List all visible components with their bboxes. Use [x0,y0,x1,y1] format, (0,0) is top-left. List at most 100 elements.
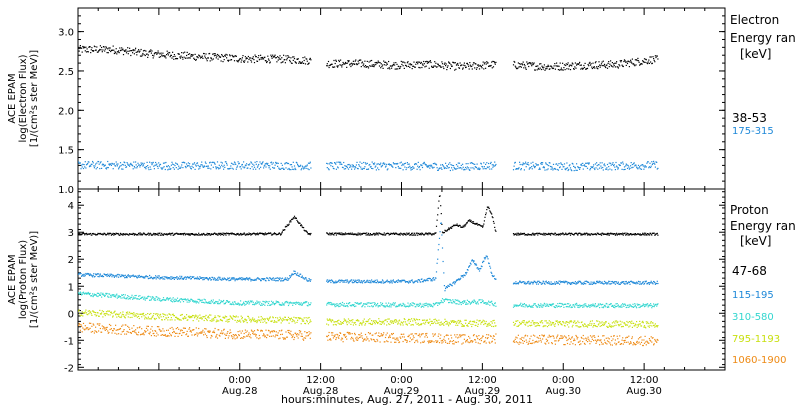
data-point [389,233,391,235]
data-point [623,59,626,61]
data-point [240,279,242,281]
data-point [423,234,425,236]
data-point [556,305,558,307]
data-point [285,167,287,169]
data-point [472,163,475,165]
data-point [472,222,474,224]
data-point [209,301,211,303]
data-point [250,301,253,303]
data-point [243,161,245,163]
data-point [647,283,649,285]
data-point [92,50,94,52]
data-point [652,162,654,165]
data-point [184,298,186,300]
data-point [462,163,464,165]
data-point [559,302,561,304]
data-point [432,306,434,308]
data-point [165,233,167,236]
data-point [104,233,106,235]
data-point [466,222,468,224]
data-point [420,234,422,236]
data-point [169,52,171,54]
data-point [145,275,148,277]
data-point [79,292,81,294]
data-point [652,56,654,58]
data-point [518,66,520,68]
data-point [593,306,595,308]
data-point [79,291,81,293]
data-point [234,301,236,303]
data-point [452,225,454,228]
data-point [167,298,169,300]
data-point [147,165,149,167]
data-point [580,163,582,165]
data-point [139,232,142,234]
data-point [293,273,296,275]
data-point [619,234,621,236]
data-point [412,232,414,234]
data-point [591,67,593,70]
data-point [247,300,249,302]
data-point [240,61,242,63]
data-point [400,281,402,283]
data-point [646,283,648,285]
data-point [597,65,599,68]
data-point [405,234,407,236]
data-point [400,167,402,169]
data-point [571,65,573,67]
data-point [435,271,438,273]
data-point [260,280,262,282]
data-point [605,282,607,284]
data-point [623,305,625,307]
data-point [150,312,152,315]
data-point [579,232,581,234]
data-point [620,233,623,235]
data-point [534,234,536,236]
data-point [616,282,618,285]
data-point [461,275,463,277]
data-point [153,55,155,57]
data-point [156,299,159,301]
data-point [465,166,467,169]
data-point [207,167,209,169]
data-point [250,61,253,63]
data-point [266,61,268,63]
data-point [657,58,659,60]
data-point [556,62,558,64]
data-point [599,162,601,164]
data-point [566,167,569,169]
data-point [110,163,112,165]
data-point [516,68,518,70]
data-point [285,225,287,227]
data-point [112,168,114,170]
data-point [628,166,630,168]
data-point [600,167,603,169]
data-point [173,315,175,317]
data-point [637,303,640,306]
data-point [576,282,578,285]
data-point [568,303,570,305]
data-point [279,55,281,57]
data-point [399,234,401,236]
data-point [434,303,436,305]
data-point [614,233,616,235]
data-point [542,304,544,306]
data-point [446,229,448,231]
data-point [430,280,432,282]
data-point [461,226,463,228]
data-point [479,168,481,170]
data-point [489,304,491,306]
data-point [536,306,538,308]
data-point [547,168,549,170]
data-point [115,165,117,167]
data-point [189,166,191,168]
data-point [91,163,93,166]
data-point [368,164,370,166]
data-point [372,65,374,67]
data-point [639,168,641,170]
data-point [392,166,394,168]
data-point [359,232,361,234]
data-point [161,54,163,56]
data-point [297,163,299,166]
data-point [575,67,577,69]
